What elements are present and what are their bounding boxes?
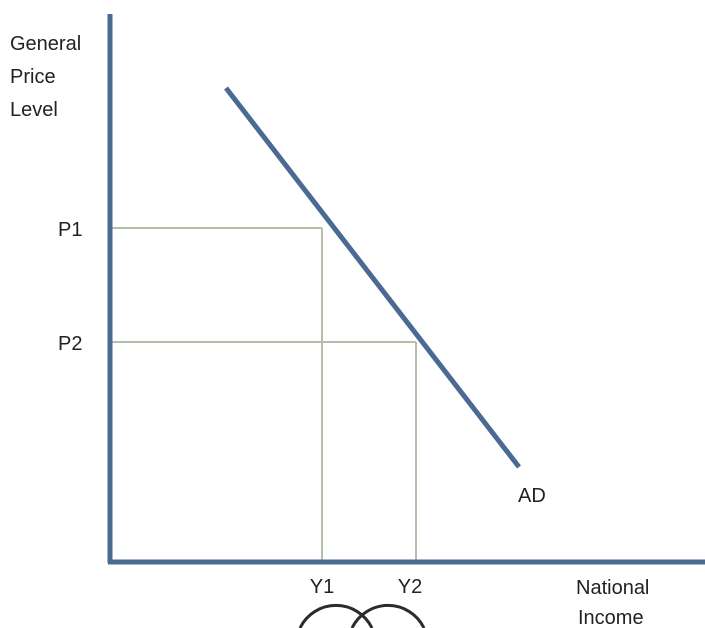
price-label-p2: P2: [58, 333, 82, 355]
ad-curve: [224, 86, 521, 469]
ad-curve-label: AD: [518, 485, 546, 507]
decorative-circle-right: [350, 604, 426, 628]
income-label-y1: Y1: [310, 576, 334, 598]
decorative-circle-left: [298, 604, 374, 628]
x-axis-label-line-1: National: [576, 577, 649, 599]
y-axis-label-line-3: Level: [10, 99, 58, 121]
price-label-p1: P1: [58, 219, 82, 241]
y-axis-label-line-2: Price: [10, 66, 56, 88]
y-axis-label-line-1: General: [10, 33, 81, 55]
x-axis-label-line-2: Income: [578, 607, 644, 628]
income-label-y2: Y2: [398, 576, 422, 598]
